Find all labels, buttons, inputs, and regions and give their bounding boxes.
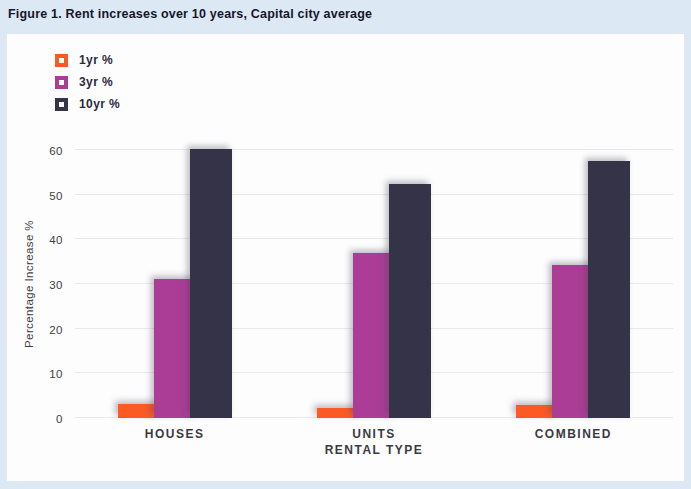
y-tick-label: 0 — [23, 413, 63, 425]
x-category-label: HOUSES — [145, 427, 205, 441]
y-tick-label: 40 — [23, 234, 63, 246]
bar-houses-10yr — [190, 149, 232, 418]
legend-label: 3yr % — [79, 75, 113, 89]
legend-item-10yr: 10yr % — [55, 93, 120, 115]
square-outline-icon — [55, 76, 68, 89]
y-tick-label: 30 — [23, 279, 63, 291]
y-tick-label: 20 — [23, 324, 63, 336]
square-outline-icon — [55, 54, 68, 67]
plot-area: Percentage Increase % 0102030405060 — [75, 150, 673, 418]
chart-legend: 1yr % 3yr % 10yr % — [55, 49, 120, 115]
square-outline-icon — [55, 98, 68, 111]
chart-panel: 1yr % 3yr % 10yr % Percentage Increase %… — [7, 34, 684, 481]
legend-item-3yr: 3yr % — [55, 71, 120, 93]
x-category-label: UNITS — [352, 427, 396, 441]
y-tick-label: 50 — [23, 190, 63, 202]
legend-item-1yr: 1yr % — [55, 49, 120, 71]
y-tick-label: 10 — [23, 368, 63, 380]
legend-label: 1yr % — [79, 53, 113, 67]
x-category-label: COMBINED — [535, 427, 612, 441]
legend-label: 10yr % — [79, 97, 120, 111]
y-tick-label: 60 — [23, 145, 63, 157]
bar-units-10yr — [389, 184, 431, 419]
gridline — [75, 238, 673, 239]
bar-combined-10yr — [588, 161, 630, 418]
figure-title: Figure 1. Rent increases over 10 years, … — [8, 7, 372, 21]
x-axis-title: RENTAL TYPE — [325, 443, 424, 457]
page-background: Figure 1. Rent increases over 10 years, … — [0, 0, 691, 489]
gridline — [75, 149, 673, 150]
gridline — [75, 194, 673, 195]
